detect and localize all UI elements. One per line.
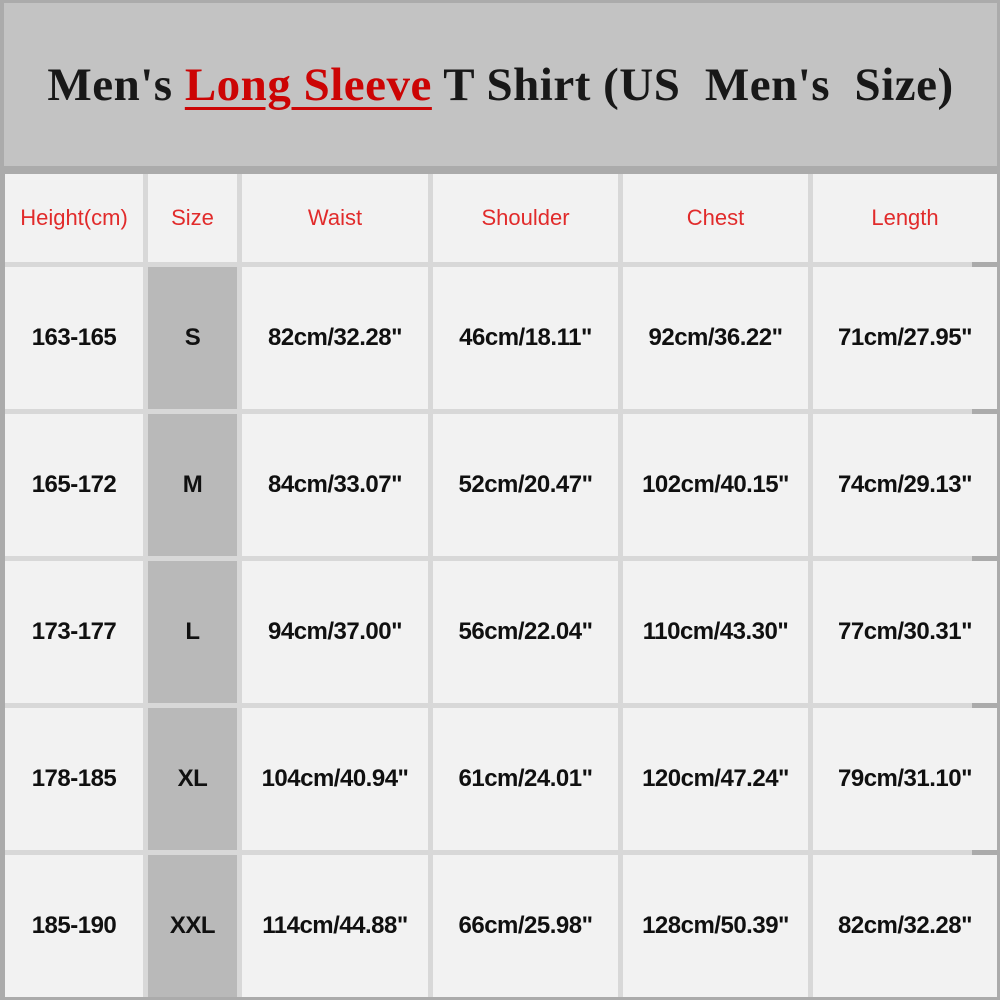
size-cell: L xyxy=(148,561,237,703)
title-bar: Men's Long Sleeve T Shirt (US Men's Size… xyxy=(4,3,997,166)
chest-cell: 92cm/36.22" xyxy=(623,267,808,409)
size-cell: M xyxy=(148,414,237,556)
chest-cell: 110cm/43.30" xyxy=(623,561,808,703)
header-waist: Waist xyxy=(242,174,428,262)
height-cell: 165-172 xyxy=(5,414,143,556)
title-suffix: T Shirt (US Men's Size) xyxy=(431,58,954,111)
chest-cell: 128cm/50.39" xyxy=(623,855,808,997)
header-length: Length xyxy=(813,174,997,262)
shoulder-cell: 66cm/25.98" xyxy=(433,855,618,997)
header-height: Height(cm) xyxy=(5,174,143,262)
size-chart-table: Height(cm) Size Waist Shoulder Chest Len… xyxy=(5,174,997,997)
size-cell: S xyxy=(148,267,237,409)
waist-cell: 114cm/44.88" xyxy=(242,855,428,997)
length-cell: 77cm/30.31" xyxy=(813,561,997,703)
length-cell: 71cm/27.95" xyxy=(813,267,997,409)
height-cell: 163-165 xyxy=(5,267,143,409)
waist-cell: 84cm/33.07" xyxy=(242,414,428,556)
chest-cell: 120cm/47.24" xyxy=(623,708,808,850)
length-cell: 82cm/32.28" xyxy=(813,855,997,997)
length-cell: 79cm/31.10" xyxy=(813,708,997,850)
title-prefix: Men's xyxy=(47,58,185,111)
header-shoulder: Shoulder xyxy=(433,174,618,262)
size-cell: XL xyxy=(148,708,237,850)
header-chest: Chest xyxy=(623,174,808,262)
shoulder-cell: 46cm/18.11" xyxy=(433,267,618,409)
waist-cell: 104cm/40.94" xyxy=(242,708,428,850)
title-highlight: Long Sleeve xyxy=(184,58,432,111)
shoulder-cell: 61cm/24.01" xyxy=(433,708,618,850)
height-cell: 185-190 xyxy=(5,855,143,997)
waist-cell: 82cm/32.28" xyxy=(242,267,428,409)
shoulder-cell: 56cm/22.04" xyxy=(433,561,618,703)
height-cell: 178-185 xyxy=(5,708,143,850)
shoulder-cell: 52cm/20.47" xyxy=(433,414,618,556)
waist-cell: 94cm/37.00" xyxy=(242,561,428,703)
header-size: Size xyxy=(148,174,237,262)
length-cell: 74cm/29.13" xyxy=(813,414,997,556)
page-title: Men's Long Sleeve T Shirt (US Men's Size… xyxy=(47,58,953,112)
chest-cell: 102cm/40.15" xyxy=(623,414,808,556)
height-cell: 173-177 xyxy=(5,561,143,703)
size-cell: XXL xyxy=(148,855,237,997)
